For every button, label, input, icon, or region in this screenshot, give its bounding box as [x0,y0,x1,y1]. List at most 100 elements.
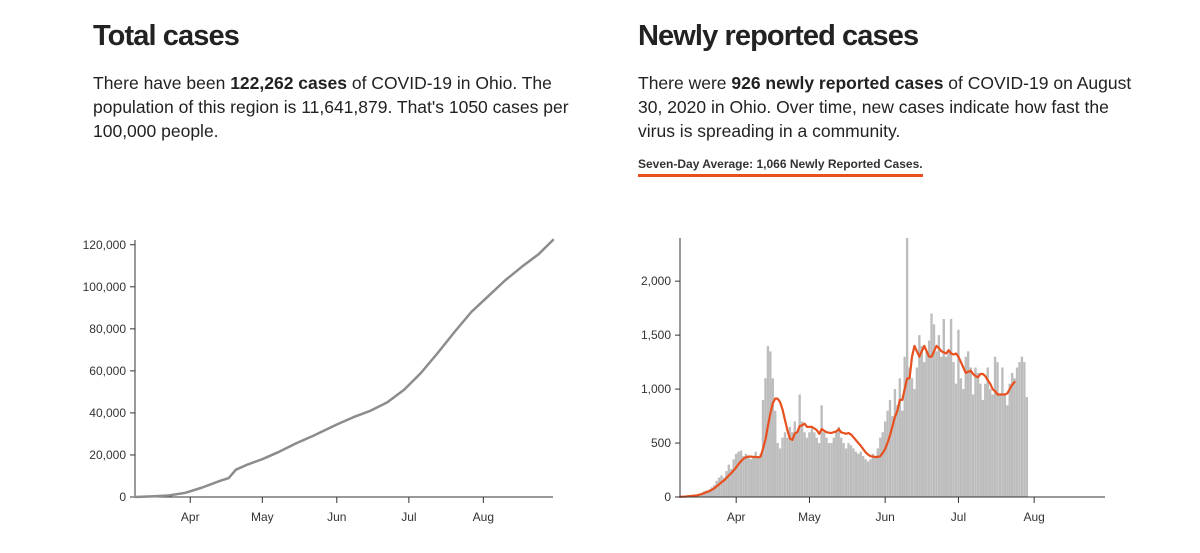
total-x-tick-label: Jul [401,510,416,524]
daily-cases-bar [932,324,936,497]
daily-cases-bar [769,351,772,497]
daily-cases-bar [774,410,777,497]
daily-cases-bar [844,448,848,497]
total-cases-line-chart: 0 20,000 40,000 60,000 80,000 100,000 120,000 A… [83,238,555,524]
daily-cases-bar [898,378,901,497]
total-x-tick-label: Aug [473,510,494,524]
total-y-tick-label: 100,000 [83,280,127,294]
daily-cases-bar [1018,362,1021,497]
daily-cases-bar [954,383,958,497]
daily-cases-bar [739,450,743,497]
daily-cases-bar [891,416,894,497]
daily-cases-bar [712,485,716,497]
daily-cases-bar [903,356,906,497]
daily-cases-bar [810,426,814,497]
daily-cases-bar [920,345,923,497]
daily-cases-bar [832,437,836,497]
daily-cases-bar [822,432,826,497]
total-desc-suffix: of COVID-19 in Ohio. The population of t… [93,73,569,141]
daily-cases-bar [778,448,782,497]
daily-cases-bar [998,394,1002,497]
new-desc-suffix: of COVID-19 on August 30, 2020 in Ohio. … [638,73,1132,141]
total-cases-count: 122,262 cases [230,73,347,93]
total-x-tick-label: Apr [181,510,200,524]
daily-cases-bar [820,405,823,497]
daily-cases-bar [959,378,963,497]
daily-cases-bar [854,451,858,497]
daily-cases-bar [881,432,884,497]
daily-cases-bar [979,383,982,497]
daily-cases-bar [805,437,809,497]
daily-cases-bar [883,421,887,497]
daily-cases-bar [957,329,960,497]
daily-cases-bar [869,459,872,497]
daily-cases-bar [1023,362,1026,497]
daily-cases-bar [803,432,806,497]
daily-cases-bar [754,451,757,497]
daily-cases-bar [717,477,721,497]
daily-cases-bar [781,437,784,497]
daily-cases-bar [839,437,843,497]
daily-cases-bar [710,487,713,497]
daily-cases-bar [744,453,748,497]
new-x-tick-label: Apr [727,510,746,524]
daily-cases-bar [849,445,853,497]
daily-cases-bar [981,399,985,498]
daily-cases-bar [967,351,970,497]
daily-cases-bar [866,461,870,497]
daily-cases-bar [1006,405,1009,497]
daily-cases-bar [896,405,899,497]
new-cases-panel: Newly reported cases There were 926 newl… [600,0,1200,553]
daily-cases-bar [945,356,948,497]
daily-cases-bar [908,367,911,497]
daily-cases-bar [722,477,726,497]
new-x-tick-label: Jul [951,510,966,524]
daily-cases-bar [886,410,889,497]
daily-cases-bar [776,443,779,497]
new-y-tick-label: 1,500 [641,328,671,342]
daily-cases-bar [901,410,904,497]
new-desc-prefix: There were [638,73,732,93]
daily-cases-bar [952,362,955,497]
daily-cases-bar [737,451,740,497]
daily-cases-bar [925,351,928,497]
total-y-tick-label: 0 [119,490,126,504]
daily-cases-bar [949,318,953,497]
daily-cases-bar [808,432,811,497]
daily-cases-bar [830,443,833,497]
daily-cases-bar [905,238,909,497]
total-y-tick-label: 60,000 [89,364,126,378]
daily-cases-bar [888,399,892,498]
daily-cases-bar [705,490,709,497]
daily-cases-bar [842,443,845,497]
daily-cases-bar [734,453,738,497]
daily-cases-bar [969,367,972,497]
daily-cases-bar [730,468,733,497]
new-cases-title: Newly reported cases [638,20,919,52]
total-y-tick-label: 80,000 [89,322,126,336]
new-cases-description: There were 926 newly reported cases of C… [638,71,1138,143]
total-x-tick-label: Jun [327,510,346,524]
daily-cases-bar [732,459,735,497]
total-cases-panel: Total cases There have been 122,262 case… [83,20,569,524]
new-y-tick-label: 500 [651,436,671,450]
daily-cases-bar [976,372,980,497]
daily-cases-bar [937,335,941,498]
daily-cases-bar [847,443,850,497]
daily-cases-bar [1003,394,1007,497]
new-y-tick-label: 1,000 [641,382,671,396]
daily-cases-bar [786,437,789,497]
daily-cases-bar [996,362,999,497]
daily-cases-bar [1008,383,1011,497]
daily-cases-bar [1020,356,1024,497]
daily-cases-bar [984,383,987,497]
daily-cases-bar [771,378,774,497]
daily-cases-bar [818,443,821,497]
new-y-tick-label: 0 [664,490,671,504]
daily-cases-bar [993,356,997,497]
daily-cases-bar [1025,397,1029,497]
daily-cases-bar [749,459,752,497]
daily-cases-bar [962,389,965,497]
new-y-tick-label: 2,000 [641,274,671,288]
daily-cases-bar [752,455,755,497]
